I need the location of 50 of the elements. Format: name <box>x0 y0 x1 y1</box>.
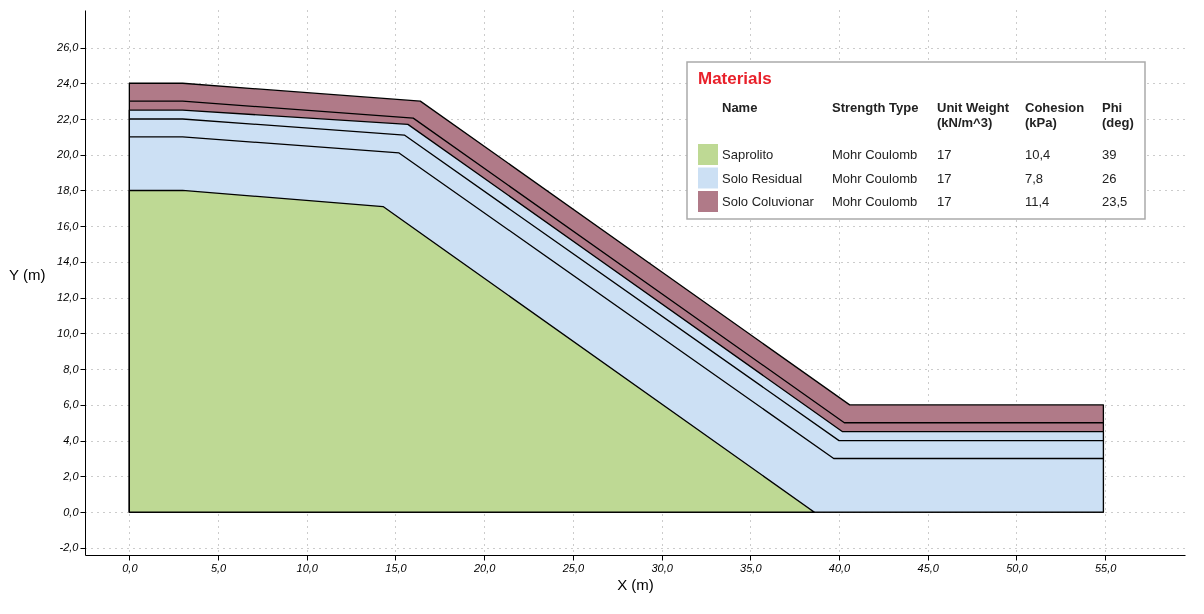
x-tick-label: 10,0 <box>296 561 319 574</box>
x-tick-label: 55,0 <box>1094 561 1118 574</box>
y-tick-label: 6,0 <box>63 398 80 411</box>
legend-label: Saprolito <box>722 147 774 162</box>
x-tick-label: 15,0 <box>385 561 408 574</box>
y-axis-title: Y (m) <box>9 266 46 283</box>
y-tick-label: 8,0 <box>63 362 80 375</box>
x-tick-label: 0,0 <box>122 561 139 574</box>
annotation: Mohr Coulomb <box>832 194 918 209</box>
annotation: 39 <box>1102 147 1117 162</box>
annotation: Mohr Coulomb <box>832 147 918 162</box>
annotation: 26 <box>1102 170 1117 186</box>
y-tick-label: 26,0 <box>56 41 80 54</box>
x-tick-label: 20,0 <box>472 561 497 574</box>
y-tick-label: 14,0 <box>57 255 80 268</box>
x-tick-label: 5,0 <box>210 561 228 574</box>
annotation: Phi (deg) <box>1102 100 1134 130</box>
annotation: 17 <box>937 194 952 209</box>
x-tick-label: 50,0 <box>1006 561 1029 574</box>
x-tick-label: 35,0 <box>740 561 763 574</box>
annotation: 10,4 <box>1025 147 1051 162</box>
legend-label: Solo Coluvionar <box>722 194 815 209</box>
annotation: Name <box>722 100 758 115</box>
y-tick-label: 12,0 <box>57 291 80 304</box>
annotation: Strength Type <box>832 100 919 115</box>
annotation: Mohr Coulomb <box>832 170 918 186</box>
y-tick-label: 4,0 <box>63 434 80 447</box>
legend-title: Materials <box>698 69 772 88</box>
annotation: 11,4 <box>1025 194 1050 209</box>
annotation: Unit Weight (kN/m^3) <box>937 100 1010 130</box>
annotation: 7,8 <box>1025 170 1044 186</box>
y-tick-label: 16,0 <box>57 219 80 232</box>
annotation: Cohesion (kPa) <box>1025 100 1085 130</box>
x-tick-label: 40,0 <box>828 561 852 574</box>
y-tick-label: 24,0 <box>56 76 80 89</box>
legend-label: Solo Residual <box>722 170 803 186</box>
x-tick-label: 25,0 <box>561 561 585 574</box>
y-tick-label: 20,0 <box>56 148 80 161</box>
annotation: 23,5 <box>1102 194 1128 209</box>
y-tick-label: 2,0 <box>62 469 80 482</box>
y-tick-label: 22,0 <box>56 112 80 125</box>
annotation: 17 <box>937 170 952 186</box>
x-tick-label: 45,0 <box>917 561 940 574</box>
y-tick-label: 0,0 <box>63 505 80 518</box>
annotation: 17 <box>937 147 952 162</box>
x-axis-title: X (m) <box>617 575 654 593</box>
y-tick-label: 18,0 <box>57 183 80 196</box>
x-tick-label: 30,0 <box>651 561 674 574</box>
y-tick-label: 10,0 <box>57 326 80 339</box>
y-tick-label: -2,0 <box>59 541 80 554</box>
